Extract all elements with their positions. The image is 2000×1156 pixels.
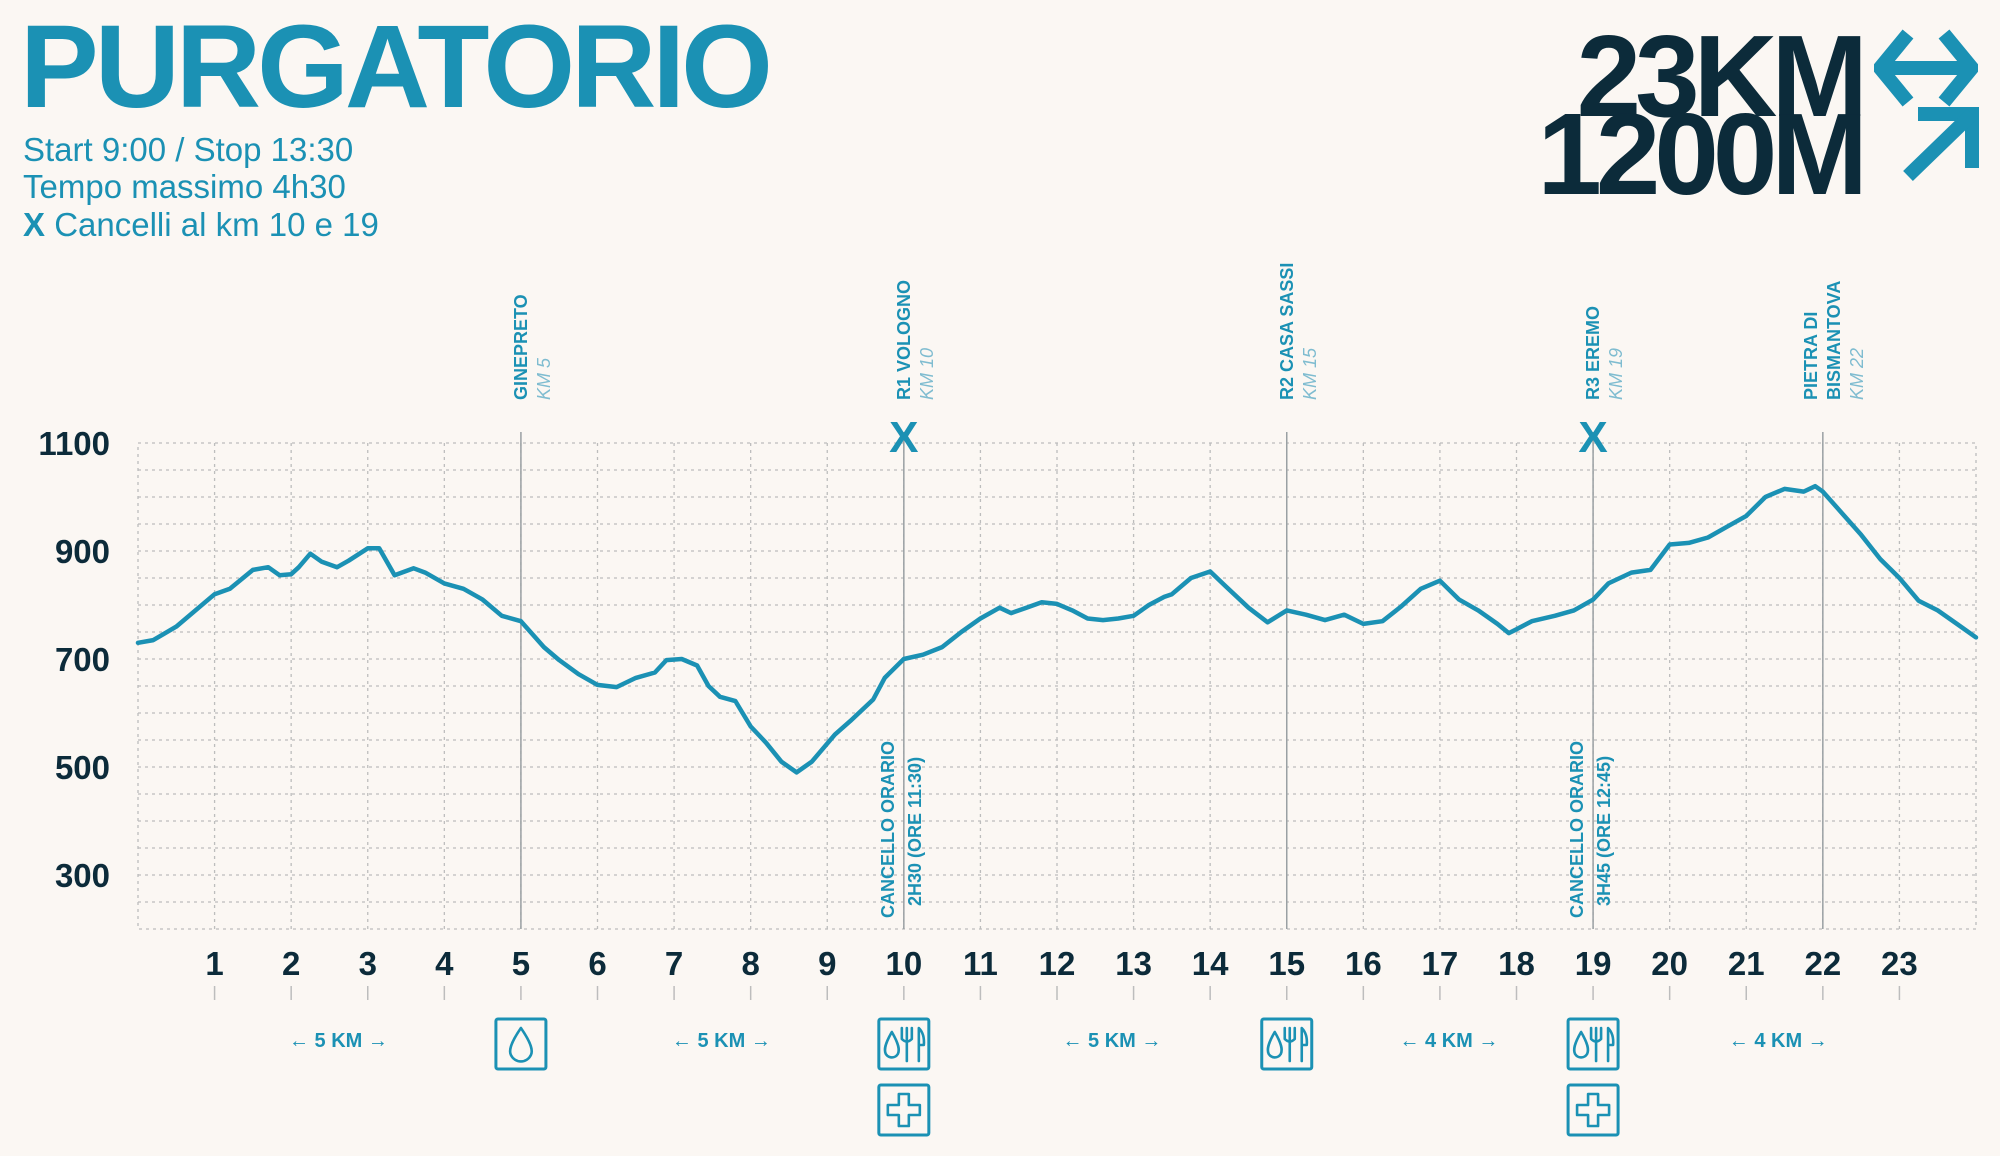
- gate-x-marker: X: [889, 413, 918, 462]
- x-tick-label: 6: [588, 945, 606, 982]
- food-water-icon: [877, 1017, 931, 1071]
- waypoint-km: KM 15: [1300, 347, 1320, 400]
- double-arrow-icon: [1874, 29, 1978, 107]
- segment-distance-label: ← 4 KM →: [1729, 1030, 1828, 1052]
- gate-time-label: 2H30 (ORE 11:30): [905, 757, 925, 906]
- x-tick-label: 22: [1804, 945, 1841, 982]
- waypoint-name: R3 EREMO: [1583, 306, 1603, 400]
- page-title: PURGATORIO: [20, 1, 773, 133]
- waypoint-name: R1 VOLOGNO: [894, 280, 914, 400]
- food-water-icon: [1260, 1017, 1314, 1071]
- segment-distance-label: ← 5 KM →: [289, 1030, 388, 1052]
- waypoint-km: KM 22: [1847, 348, 1867, 400]
- x-tick-label: 23: [1881, 945, 1918, 982]
- x-tick-label: 4: [435, 945, 454, 982]
- x-tick-label: 18: [1498, 945, 1535, 982]
- arrow-up-right-icon: [1903, 107, 1979, 182]
- start-stop-time: Start 9:00 / Stop 13:30: [23, 131, 354, 168]
- x-tick-label: 12: [1039, 945, 1076, 982]
- y-tick-label: 900: [55, 533, 110, 570]
- x-tick-label: 1: [205, 945, 223, 982]
- waypoint-name: GINEPRETO: [511, 294, 531, 400]
- x-tick-label: 2: [282, 945, 300, 982]
- medical-cross-icon: [1566, 1083, 1620, 1137]
- max-time: Tempo massimo 4h30: [23, 168, 346, 205]
- x-tick-label: 19: [1575, 945, 1612, 982]
- y-tick-label: 500: [55, 749, 110, 786]
- x-tick-label: 16: [1345, 945, 1382, 982]
- y-tick-label: 300: [55, 857, 110, 894]
- waypoint-name: R2 CASA SASSI: [1277, 263, 1297, 400]
- medical-cross-icon: [877, 1083, 931, 1137]
- x-tick-label: 8: [741, 945, 759, 982]
- elevation-gain-value: 1200M: [1537, 89, 1868, 219]
- x-tick-label: 10: [885, 945, 922, 982]
- segment-distance-label: ← 5 KM →: [672, 1030, 771, 1052]
- x-tick-label: 3: [359, 945, 377, 982]
- x-tick-label: 11: [963, 945, 998, 982]
- gates-info: X Cancelli al km 10 e 19: [23, 208, 379, 241]
- x-tick-label: 5: [512, 945, 530, 982]
- waypoint-km: KM 19: [1606, 348, 1626, 400]
- x-tick-label: 20: [1651, 945, 1688, 982]
- x-tick-label: 15: [1268, 945, 1305, 982]
- x-tick-label: 14: [1192, 945, 1229, 982]
- elevation-line: [135, 483, 1979, 775]
- segment-distance-label: ← 5 KM →: [1062, 1030, 1161, 1052]
- y-tick-label: 1100: [38, 425, 110, 462]
- distance-value: 23KM: [1576, 11, 1868, 141]
- x-tick-label: 7: [665, 945, 683, 982]
- waypoint-km: KM 5: [534, 357, 554, 400]
- x-tick-label: 17: [1422, 945, 1459, 982]
- waypoint-name-line2: BISMANTOVA: [1824, 281, 1844, 400]
- gate-x-icon: X: [23, 206, 46, 243]
- water-icon: [494, 1017, 548, 1071]
- gate-label: CANCELLO ORARIO: [1567, 741, 1587, 918]
- gates-text: Cancelli al km 10 e 19: [54, 206, 379, 243]
- food-water-icon: [1566, 1017, 1620, 1071]
- gate-time-label: 3H45 (ORE 12:45): [1594, 756, 1614, 906]
- gate-x-marker: X: [1578, 413, 1607, 462]
- y-tick-label: 700: [55, 641, 110, 678]
- gate-label: CANCELLO ORARIO: [878, 741, 898, 918]
- segment-distance-label: ← 4 KM →: [1399, 1030, 1498, 1052]
- x-tick-label: 9: [818, 945, 836, 982]
- x-tick-label: 13: [1115, 945, 1152, 982]
- waypoint-name: PIETRA DI: [1801, 312, 1821, 400]
- waypoint-km: KM 10: [917, 348, 937, 400]
- x-tick-label: 21: [1728, 945, 1765, 982]
